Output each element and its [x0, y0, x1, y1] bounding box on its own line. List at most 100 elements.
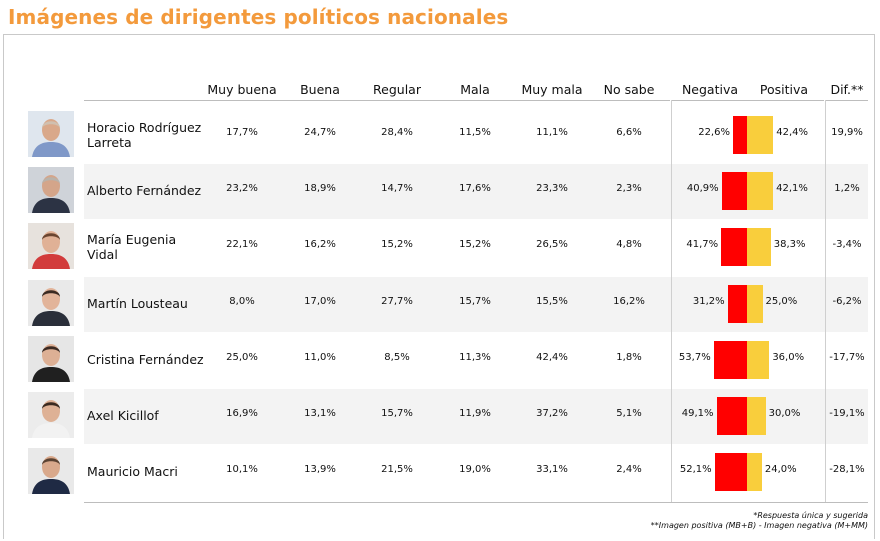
- header-regular: Regular: [373, 82, 421, 97]
- politician-photo: [28, 111, 74, 157]
- label-negativa: 41,7%: [686, 239, 719, 250]
- cell-muy-buena: 22,1%: [226, 239, 258, 250]
- cell-mala: 15,7%: [459, 296, 491, 307]
- politician-name: Mauricio Macri: [87, 464, 178, 479]
- label-positiva: 25,0%: [765, 296, 798, 307]
- cell-mala: 17,6%: [459, 183, 491, 194]
- header-positiva: Positiva: [759, 82, 809, 97]
- cell-no-sabe: 6,6%: [616, 127, 642, 138]
- column-separator: [825, 100, 826, 502]
- label-negativa: 31,2%: [692, 296, 725, 307]
- cell-mala: 11,3%: [459, 352, 491, 363]
- footnote-2: **Imagen positiva (MB+B) - Imagen negati…: [650, 521, 868, 530]
- header-negativa: Negativa: [681, 82, 739, 97]
- cell-muy-mala: 26,5%: [536, 239, 568, 250]
- header-muy-mala: Muy mala: [521, 82, 583, 97]
- cell-muy-buena: 8,0%: [229, 296, 255, 307]
- label-positiva: 38,3%: [773, 239, 806, 250]
- politician-photo: [28, 167, 74, 213]
- cell-dif: -3,4%: [832, 239, 862, 250]
- cell-no-sabe: 5,1%: [616, 408, 642, 419]
- politician-photo: [28, 223, 74, 269]
- cell-no-sabe: 4,8%: [616, 239, 642, 250]
- cell-dif: -6,2%: [832, 296, 862, 307]
- cell-regular: 15,7%: [381, 408, 413, 419]
- label-positiva: 42,1%: [776, 183, 808, 194]
- cell-dif: -19,1%: [829, 408, 865, 419]
- cell-mala: 15,2%: [459, 239, 491, 250]
- cell-dif: -17,7%: [829, 352, 865, 363]
- label-positiva: 42,4%: [776, 127, 809, 138]
- cell-muy-buena: 10,1%: [226, 464, 258, 475]
- header-muy-buena: Muy buena: [207, 82, 277, 97]
- header-mala: Mala: [460, 82, 490, 97]
- cell-dif: 1,2%: [834, 183, 860, 194]
- table-row: Martín Lousteau 8,0% 17,0% 27,7% 15,7% 15,5% 1…: [0, 276, 880, 332]
- politician-name: Axel Kicillof: [87, 408, 159, 423]
- politician-name: Horacio Rodríguez Larreta: [87, 119, 202, 150]
- cell-muy-mala: 15,5%: [536, 296, 568, 307]
- cell-regular: 27,7%: [381, 296, 413, 307]
- bar-positiva: [747, 285, 763, 323]
- bar-positiva: [747, 116, 774, 154]
- cell-regular: 8,5%: [384, 352, 410, 363]
- cell-muy-mala: 37,2%: [536, 408, 568, 419]
- cell-no-sabe: 2,4%: [616, 464, 642, 475]
- bar-positiva: [747, 172, 774, 210]
- cell-no-sabe: 16,2%: [613, 296, 645, 307]
- cell-muy-mala: 23,3%: [536, 183, 568, 194]
- cell-buena: 18,9%: [304, 183, 336, 194]
- cell-buena: 13,9%: [304, 464, 336, 475]
- politician-photo: [28, 392, 74, 438]
- table-bottom-rule: [84, 502, 868, 503]
- cell-muy-buena: 23,2%: [226, 183, 258, 194]
- bar-negativa: [713, 341, 747, 379]
- label-negativa: 22,6%: [698, 127, 730, 138]
- label-positiva: 36,0%: [772, 352, 805, 363]
- cell-mala: 11,9%: [459, 408, 491, 419]
- cell-muy-buena: 17,7%: [226, 127, 258, 138]
- cell-regular: 28,4%: [381, 127, 413, 138]
- table-row: Horacio Rodríguez Larreta 17,7% 24,7% 28,4%…: [0, 107, 880, 162]
- cell-muy-buena: 25,0%: [226, 352, 258, 363]
- label-negativa: 52,1%: [679, 464, 712, 475]
- politician-name: María Eugenia Vidal: [87, 231, 177, 262]
- bar-negativa: [714, 453, 747, 491]
- table-row: Axel Kicillof 16,9% 13,1% 15,7% 11,9% 37,2% 5,…: [0, 388, 880, 444]
- cell-dif: -28,1%: [829, 464, 865, 475]
- bar-positiva: [747, 453, 762, 491]
- cell-no-sabe: 1,8%: [616, 352, 642, 363]
- header-buena: Buena: [300, 82, 340, 97]
- label-negativa: 53,7%: [678, 352, 711, 363]
- cell-muy-mala: 42,4%: [536, 352, 568, 363]
- cell-buena: 24,7%: [304, 127, 336, 138]
- bar-negativa: [716, 397, 747, 435]
- bar-positiva: [747, 341, 770, 379]
- column-separator: [671, 100, 672, 502]
- politician-name: Martín Lousteau: [87, 296, 188, 311]
- cell-regular: 21,5%: [381, 464, 413, 475]
- cell-muy-mala: 11,1%: [536, 127, 568, 138]
- label-positiva: 24,0%: [764, 464, 797, 475]
- bar-negativa: [721, 172, 747, 210]
- cell-buena: 16,2%: [304, 239, 336, 250]
- label-negativa: 49,1%: [681, 408, 714, 419]
- cell-buena: 13,1%: [304, 408, 336, 419]
- footnote-1: *Respuesta única y sugerida: [753, 511, 868, 520]
- cell-dif: 19,9%: [831, 127, 863, 138]
- header-divider: [826, 100, 868, 101]
- cell-buena: 11,0%: [304, 352, 336, 363]
- table-row: María Eugenia Vidal 22,1% 16,2% 15,2% 15,2% 2…: [0, 219, 880, 274]
- politician-photo: [28, 336, 74, 382]
- table-row: Cristina Fernández 25,0% 11,0% 8,5% 11,3% 42,…: [0, 332, 880, 387]
- politician-name: Cristina Fernández: [87, 352, 204, 367]
- content-frame: [3, 34, 875, 539]
- cell-no-sabe: 2,3%: [616, 183, 642, 194]
- bar-positiva: [747, 397, 766, 435]
- bar-negativa: [721, 228, 747, 266]
- cell-buena: 17,0%: [304, 296, 336, 307]
- cell-mala: 11,5%: [459, 127, 491, 138]
- bar-positiva: [747, 228, 771, 266]
- table-row: Mauricio Macri 10,1% 13,9% 21,5% 19,0% 33,1% 2…: [0, 444, 880, 499]
- politician-photo: [28, 280, 74, 326]
